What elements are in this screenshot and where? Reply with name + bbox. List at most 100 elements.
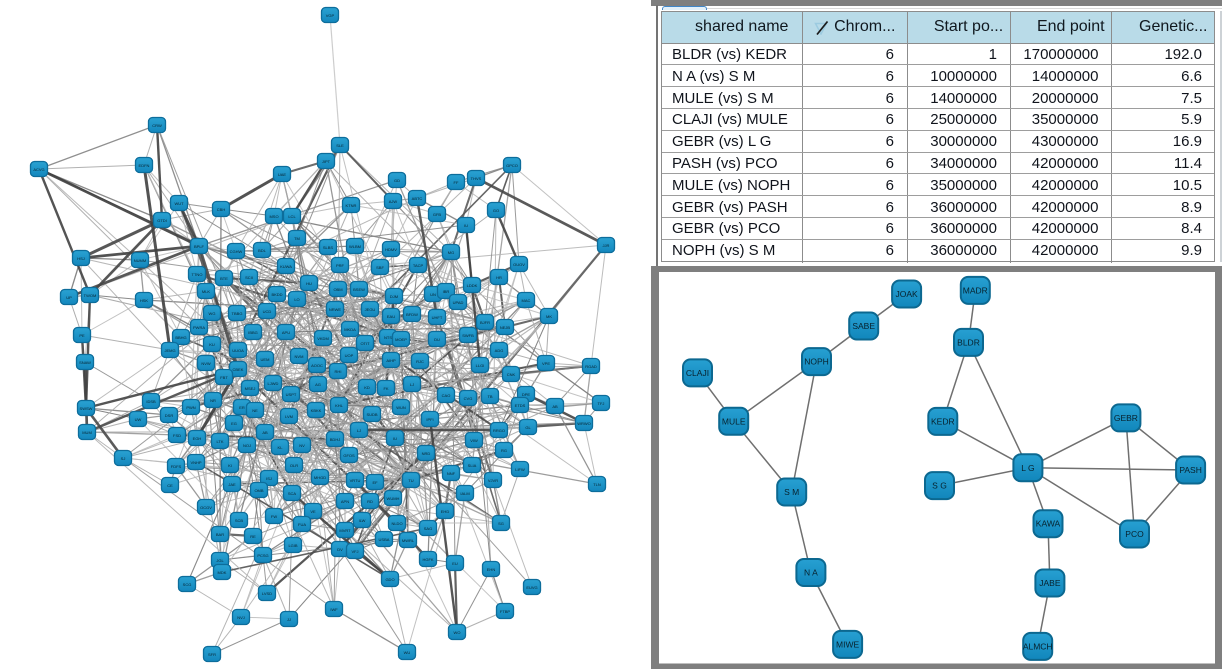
svg-text:UCD: UCD: [263, 309, 272, 314]
svg-text:GD: GD: [394, 178, 400, 183]
svg-text:NEJB: NEJB: [500, 325, 511, 330]
svg-text:NTS: NTS: [384, 335, 392, 340]
svg-text:MSO: MSO: [269, 214, 278, 219]
svg-text:NUMM: NUMM: [134, 258, 146, 263]
svg-text:APN: APN: [341, 499, 349, 504]
svg-text:SLE: SLE: [336, 143, 344, 148]
svg-text:AOOC: AOOC: [311, 363, 323, 368]
svg-text:SLIA: SLIA: [468, 463, 477, 468]
svg-text:PWRA: PWRA: [193, 325, 205, 330]
svg-text:TU: TU: [408, 478, 413, 483]
svg-text:CE: CE: [167, 483, 173, 488]
svg-text:NNF: NNF: [447, 471, 456, 476]
svg-text:RRGO: RRGO: [493, 428, 505, 433]
svg-text:BDHJ: BDHJ: [330, 437, 340, 442]
svg-text:N A: N A: [804, 568, 818, 578]
svg-text:SCB: SCB: [235, 518, 244, 523]
svg-text:BTE: BTE: [220, 276, 228, 281]
svg-text:NOPH: NOPH: [804, 357, 829, 367]
svg-text:MIWE: MIWE: [836, 639, 859, 649]
svg-text:EDFN: EDFN: [139, 163, 150, 168]
svg-text:MAC: MAC: [522, 298, 531, 303]
svg-text:CGHW: CGHW: [230, 249, 243, 254]
svg-text:NVJ: NVJ: [237, 615, 245, 620]
svg-text:ALMCH: ALMCH: [1023, 641, 1053, 651]
svg-text:VIW: VIW: [470, 438, 478, 443]
svg-text:LJ: LJ: [357, 428, 361, 433]
svg-text:FUA: FUA: [298, 522, 306, 527]
svg-text:CVG: CVG: [464, 396, 473, 401]
svg-text:SJ: SJ: [121, 456, 126, 461]
svg-text:UUOA: UUOA: [232, 348, 244, 353]
svg-text:NRWE: NRWE: [329, 307, 341, 312]
svg-text:WUN: WUN: [396, 405, 406, 410]
svg-text:IU: IU: [393, 436, 397, 441]
svg-text:ILW: ILW: [359, 518, 366, 523]
svg-text:SCA: SCA: [288, 491, 297, 496]
svg-text:USBA: USBA: [379, 537, 390, 542]
svg-text:CBEK: CBEK: [233, 367, 244, 372]
svg-text:FW: FW: [271, 514, 277, 519]
svg-text:GTDI: GTDI: [157, 218, 167, 223]
svg-text:EHD: EHD: [441, 509, 450, 514]
svg-text:EG: EG: [231, 421, 237, 426]
svg-text:USPT: USPT: [286, 392, 297, 397]
svg-text:KHL: KHL: [335, 403, 344, 408]
svg-text:RJC: RJC: [416, 359, 424, 364]
svg-text:DV: DV: [337, 547, 343, 552]
svg-text:JGL: JGL: [216, 558, 224, 563]
svg-text:BKDD: BKDD: [271, 292, 282, 297]
svg-text:SWFB: SWFB: [462, 333, 474, 338]
svg-text:JJ: JJ: [287, 617, 291, 622]
svg-text:SNAW: SNAW: [79, 360, 91, 365]
svg-text:PE: PE: [79, 333, 85, 338]
svg-text:APU: APU: [282, 330, 290, 335]
svg-text:SCG: SCG: [183, 582, 192, 587]
svg-text:LDDK: LDDK: [467, 283, 478, 288]
svg-text:LIFW: LIFW: [515, 467, 525, 472]
svg-text:UAE: UAE: [278, 172, 287, 177]
svg-text:GFB: GFB: [433, 212, 442, 217]
svg-text:SCII: SCII: [245, 275, 253, 280]
svg-text:MG: MG: [448, 250, 454, 255]
svg-text:FDFS: FDFS: [171, 464, 182, 469]
svg-text:PRF: PRF: [336, 263, 345, 268]
svg-text:GFOS: GFOS: [343, 453, 355, 458]
svg-text:FBT: FBT: [220, 375, 228, 380]
svg-text:L G: L G: [1021, 463, 1034, 473]
svg-text:S G: S G: [932, 481, 947, 491]
svg-text:MSEJ: MSEJ: [245, 386, 256, 391]
svg-text:SUDB: SUDB: [366, 412, 377, 417]
svg-text:GDO: GDO: [385, 577, 394, 582]
svg-text:BSEW: BSEW: [353, 287, 365, 292]
svg-text:OTIT: OTIT: [360, 341, 370, 346]
svg-text:ISJ: ISJ: [266, 476, 272, 481]
svg-text:CNK: CNK: [507, 372, 516, 377]
svg-text:HU: HU: [306, 281, 312, 286]
svg-text:BFDW: BFDW: [406, 312, 418, 317]
svg-text:UP: UP: [66, 295, 72, 300]
svg-text:RE: RE: [250, 534, 256, 539]
svg-text:OUOV: OUOV: [513, 262, 525, 267]
svg-text:HSJ: HSJ: [77, 256, 85, 261]
svg-text:EHN: EHN: [487, 567, 496, 572]
svg-text:SWSW: SWSW: [80, 406, 93, 411]
svg-text:GO: GO: [493, 208, 499, 213]
svg-text:BBHG: BBHG: [175, 335, 186, 340]
svg-text:TB: TB: [487, 394, 492, 399]
svg-text:WRWO: WRWO: [577, 421, 590, 426]
svg-text:DJM: DJM: [390, 294, 398, 299]
svg-text:GL: GL: [525, 425, 531, 430]
svg-text:VJVR: VJVR: [488, 478, 498, 483]
svg-text:HDMV: HDMV: [385, 247, 397, 252]
svg-text:JEMG: JEMG: [164, 348, 175, 353]
svg-text:UHFT: UHFT: [432, 315, 443, 320]
svg-text:BAR: BAR: [216, 532, 224, 537]
svg-text:IDSB: IDSB: [146, 399, 156, 404]
svg-text:LLGI: LLGI: [476, 363, 485, 368]
svg-text:LVSD: LVSD: [262, 591, 272, 596]
svg-text:IBBG: IBBG: [248, 330, 258, 335]
svg-text:CBH: CBH: [217, 207, 226, 212]
svg-text:HSK: HSK: [140, 298, 149, 303]
svg-text:NVM: NVM: [295, 354, 304, 359]
